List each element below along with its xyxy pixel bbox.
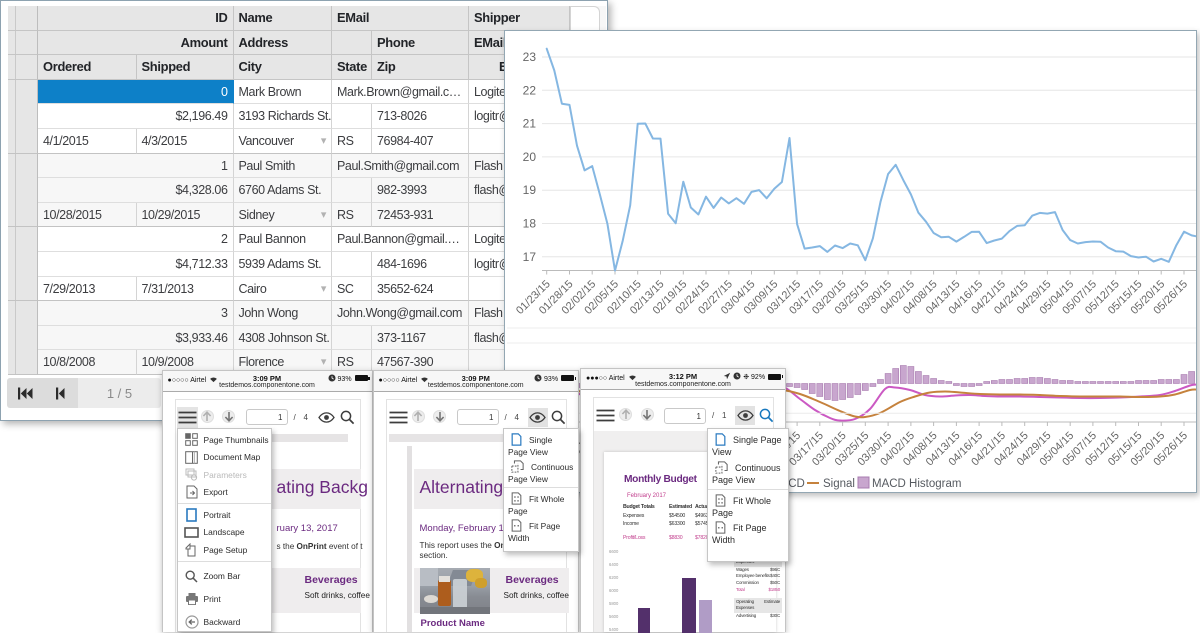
svg-text:18: 18 [523,217,537,231]
svg-text:20: 20 [523,150,537,164]
svg-text:23: 23 [523,50,537,64]
svg-text:17: 17 [523,250,537,264]
svg-text:19: 19 [523,183,537,197]
svg-text:22: 22 [523,83,537,97]
svg-text:Signal: Signal [823,478,855,490]
svg-text:21: 21 [523,117,537,131]
svg-text:MACD Histogram: MACD Histogram [872,478,961,490]
